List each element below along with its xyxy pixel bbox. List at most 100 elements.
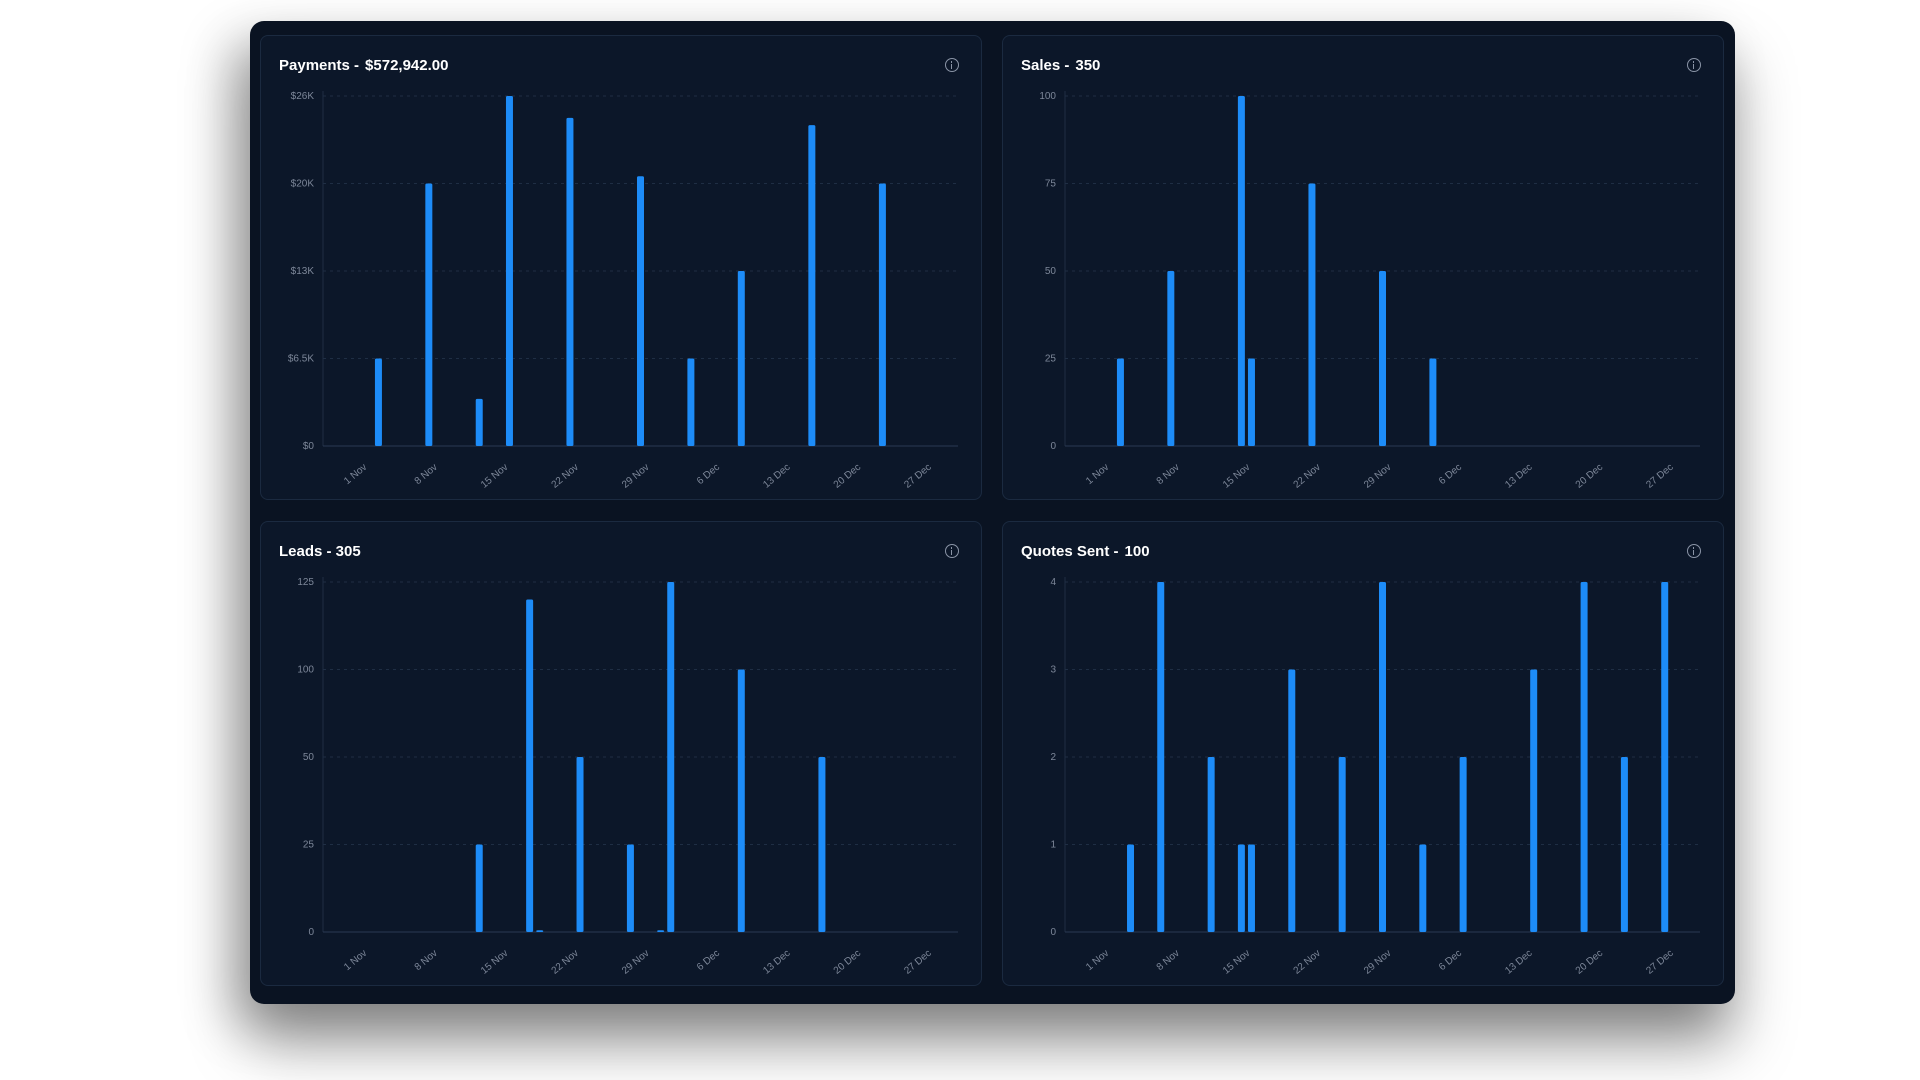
bar xyxy=(1459,757,1467,932)
bar xyxy=(878,183,886,446)
bar xyxy=(1207,757,1215,932)
bar xyxy=(1247,844,1255,932)
x-tick-label: 29 Nov xyxy=(620,462,651,491)
x-tick-label: 20 Dec xyxy=(832,948,863,977)
bar xyxy=(737,669,745,932)
bar xyxy=(1237,96,1245,446)
x-tick-label: 6 Dec xyxy=(695,462,722,487)
y-tick-label: 0 xyxy=(1050,927,1056,938)
x-tick-label: 8 Nov xyxy=(1155,948,1182,973)
x-tick-label: 27 Dec xyxy=(1644,948,1675,977)
leads-card: Leads - 305 0 25 50 100 125 1 Nov 8 Nov 15 Nov 2… xyxy=(260,521,982,986)
x-tick-label: 13 Dec xyxy=(761,948,792,977)
y-tick-label: 0 xyxy=(308,927,314,938)
bar xyxy=(1661,582,1669,932)
info-icon[interactable] xyxy=(945,544,959,558)
y-tick-label: 25 xyxy=(303,840,315,851)
quotes-sent-card: Quotes Sent -100 0 1 2 3 4 1 Nov 8 Nov 15 Nov 22… xyxy=(1002,521,1724,986)
info-icon[interactable] xyxy=(945,58,959,72)
x-tick-label: 8 Nov xyxy=(413,948,440,973)
x-tick-label: 13 Dec xyxy=(1503,462,1534,491)
x-tick-label: 8 Nov xyxy=(413,462,440,487)
quotes-sent-chart: 0 1 2 3 4 1 Nov 8 Nov 15 Nov 22 Nov 29 Nov 6 Dec 13… xyxy=(1050,577,1700,977)
bar xyxy=(1116,358,1124,446)
bar xyxy=(536,930,544,932)
bar xyxy=(1127,844,1135,932)
x-tick-label: 13 Dec xyxy=(761,462,792,491)
bar xyxy=(818,757,826,932)
bar xyxy=(425,183,433,446)
card-title: Quotes Sent -100 xyxy=(1021,543,1150,560)
y-tick-label: 50 xyxy=(303,752,315,763)
bar xyxy=(637,176,644,447)
payments-chart: $0 $6.5K $13K $20K $26K 1 Nov 8 Nov 15 Nov 22 No… xyxy=(288,91,958,491)
bar xyxy=(808,125,816,447)
x-tick-label: 1 Nov xyxy=(342,462,369,487)
x-tick-label: 29 Nov xyxy=(620,948,651,977)
x-tick-label: 1 Nov xyxy=(1084,462,1111,487)
x-tick-label: 15 Nov xyxy=(1221,462,1252,491)
x-tick-label: 29 Nov xyxy=(1362,462,1393,491)
y-tick-label: 0 xyxy=(1050,441,1056,452)
bar xyxy=(1288,669,1296,932)
x-tick-label: 13 Dec xyxy=(1503,948,1534,977)
x-tick-label: 27 Dec xyxy=(1644,462,1675,491)
y-tick-label: 3 xyxy=(1050,665,1056,676)
bar xyxy=(576,757,584,932)
bar xyxy=(1379,582,1386,932)
y-tick-label: 4 xyxy=(1050,577,1056,588)
bar xyxy=(1237,844,1245,932)
x-tick-label: 6 Dec xyxy=(695,948,722,973)
bar xyxy=(1429,358,1437,446)
bar xyxy=(374,358,382,446)
x-tick-label: 22 Nov xyxy=(1292,462,1323,491)
x-tick-label: 1 Nov xyxy=(1084,948,1111,973)
x-tick-label: 22 Nov xyxy=(550,462,581,491)
bar xyxy=(1379,271,1386,446)
y-tick-label: 75 xyxy=(1045,179,1057,190)
info-icon[interactable] xyxy=(1687,58,1701,72)
info-icon[interactable] xyxy=(1687,544,1701,558)
bar xyxy=(1157,582,1165,932)
card-title: Leads - 305 xyxy=(279,543,361,560)
x-tick-label: 29 Nov xyxy=(1362,948,1393,977)
x-tick-label: 20 Dec xyxy=(1574,462,1605,491)
y-tick-label: $6.5K xyxy=(288,354,314,365)
y-tick-label: 125 xyxy=(297,577,314,588)
bar xyxy=(1308,183,1316,446)
x-tick-label: 8 Nov xyxy=(1155,462,1182,487)
sales-card: Sales -350 0 25 50 75 100 1 Nov 8 Nov 15 Nov 22 … xyxy=(1002,35,1724,500)
bar xyxy=(1338,757,1346,932)
x-tick-label: 22 Nov xyxy=(550,948,581,977)
y-tick-label: 50 xyxy=(1045,266,1057,277)
bar xyxy=(626,844,634,932)
leads-chart: 0 25 50 100 125 1 Nov 8 Nov 15 Nov 22 Nov 29 Nov 6… xyxy=(297,577,958,977)
y-tick-label: 2 xyxy=(1050,752,1056,763)
bar xyxy=(526,599,534,932)
bar xyxy=(657,930,665,932)
y-tick-label: 1 xyxy=(1050,840,1056,851)
x-tick-label: 27 Dec xyxy=(902,462,933,491)
y-tick-label: $13K xyxy=(291,266,315,277)
bar xyxy=(667,582,675,932)
bar xyxy=(475,398,483,446)
sales-chart: 0 25 50 75 100 1 Nov 8 Nov 15 Nov 22 Nov 29 Nov 6 … xyxy=(1039,91,1700,491)
payments-card: Payments - $572,942.00 $0 $6.5K $13K $20K $26… xyxy=(260,35,982,500)
y-tick-label: 100 xyxy=(297,665,314,676)
bar xyxy=(1167,271,1175,446)
bar xyxy=(566,117,574,446)
bar xyxy=(737,271,745,446)
bar xyxy=(1620,757,1628,932)
x-tick-label: 15 Nov xyxy=(479,462,510,491)
card-title: Payments - $572,942.00 xyxy=(279,57,449,74)
bar xyxy=(1247,358,1255,446)
x-tick-label: 20 Dec xyxy=(832,462,863,491)
y-tick-label: $26K xyxy=(291,91,315,102)
bar xyxy=(505,96,513,446)
bar xyxy=(1530,669,1538,932)
x-tick-label: 15 Nov xyxy=(479,948,510,977)
x-tick-label: 20 Dec xyxy=(1574,948,1605,977)
x-tick-label: 6 Dec xyxy=(1437,948,1464,973)
x-tick-label: 15 Nov xyxy=(1221,948,1252,977)
x-tick-label: 1 Nov xyxy=(342,948,369,973)
